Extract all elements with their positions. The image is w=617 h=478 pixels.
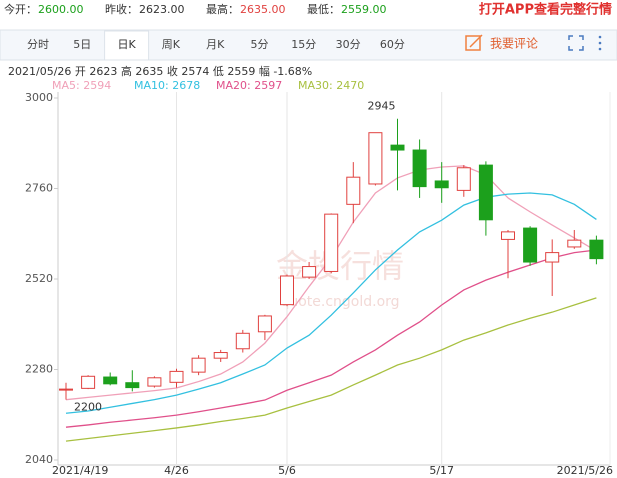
x-tick-label: 5/17 (429, 464, 454, 477)
candle-body (125, 382, 140, 389)
ma-line (65, 297, 597, 442)
min-annotation: 2200 (74, 401, 102, 414)
menu-icon[interactable] (598, 35, 602, 51)
info-line: 2021/05/26 开 2623 高 2635 收 2574 低 2559 幅… (8, 64, 312, 78)
watermark: quote.cngold.org (280, 294, 399, 310)
menu-dot (598, 35, 602, 39)
candle-body (59, 388, 73, 391)
max-annotation: 2945 (368, 100, 396, 113)
quote-value: 2559.00 (341, 3, 387, 16)
candle-body (213, 352, 228, 359)
candle-body (191, 357, 206, 373)
comment-button[interactable]: 我要评论 (465, 34, 538, 51)
candle-body (456, 167, 471, 191)
tab-label: 30分 (336, 38, 361, 51)
tab-label: 分时 (27, 38, 49, 51)
tab[interactable]: 15分 (291, 38, 316, 51)
y-tick-label: 2760 (25, 182, 53, 195)
tab[interactable]: 周K (162, 38, 181, 51)
tab[interactable]: 5分 (251, 38, 269, 51)
y-tick-label: 2520 (25, 272, 53, 285)
fullscreen-icon[interactable] (568, 35, 584, 51)
candle-body (390, 144, 405, 151)
legend-item: MA30: 2470 (298, 79, 364, 92)
tab[interactable]: 日K (104, 30, 150, 61)
tab[interactable]: 30分 (336, 38, 361, 51)
quote-label: 最高： (206, 2, 239, 16)
quote-value: 2623.00 (139, 3, 185, 16)
ma-line (65, 192, 597, 414)
tab-label: 周K (162, 38, 181, 51)
tab-selected (104, 30, 150, 61)
legend-item: MA20: 2597 (216, 79, 282, 92)
tab-bar (0, 29, 617, 61)
quote-value: 2600.00 (38, 3, 84, 16)
candle-body (169, 370, 184, 383)
candle-body (302, 266, 317, 278)
tab[interactable]: 5日 (73, 38, 91, 51)
tab-label: 5日 (73, 38, 91, 51)
candle-body (324, 213, 339, 272)
tab-label: 15分 (291, 38, 316, 51)
candle-body (523, 227, 538, 263)
x-tick-label: 2021/4/19 (52, 464, 108, 477)
y-tick-label: 2280 (25, 363, 53, 376)
candle-body (412, 149, 427, 188)
candle-body (434, 180, 449, 189)
y-tick-label: 2040 (25, 453, 53, 466)
candle-body (280, 275, 294, 306)
menu-dot (598, 41, 602, 45)
quote-value: 2635.00 (240, 3, 286, 16)
tab-label: 日K (117, 38, 136, 51)
comment-icon-pen (469, 34, 483, 48)
candle-body (346, 176, 361, 205)
candle-body (81, 375, 96, 389)
menu-dot (598, 47, 602, 51)
legend-item: MA5: 2594 (52, 79, 111, 92)
candle-body (589, 239, 604, 260)
tab[interactable]: 60分 (380, 38, 405, 51)
candle-body (147, 377, 162, 387)
comment-label: 我要评论 (490, 37, 538, 51)
watermark: 金投行情 (276, 247, 404, 285)
x-tick-label: 5/6 (278, 464, 296, 477)
candle-body (567, 239, 582, 248)
y-tick-label: 3000 (25, 91, 53, 104)
fullscreen-glyph (568, 35, 584, 51)
quote-label: 昨收： (105, 2, 138, 16)
candle-body (235, 332, 250, 350)
tab-label: 5分 (251, 38, 269, 51)
comment-icon (465, 35, 481, 51)
tab-label: 60分 (380, 38, 405, 51)
app-link[interactable]: 打开APP查看完整行情 (479, 2, 612, 18)
x-tick-label: 2021/5/26 (557, 464, 613, 477)
candle-body (368, 132, 383, 185)
candle-body (501, 231, 515, 240)
tab[interactable]: 月K (206, 38, 225, 51)
quote-label: 最低： (307, 3, 340, 16)
x-tick-label: 4/26 (164, 464, 189, 477)
candle-body (545, 252, 560, 263)
candle-body (103, 376, 118, 385)
tab-label: 月K (206, 38, 225, 51)
candle-body (257, 315, 272, 333)
tab[interactable]: 分时 (27, 38, 49, 51)
quote-label: 今开： (4, 2, 37, 16)
legend-item: MA10: 2678 (134, 79, 200, 92)
candle-body (478, 164, 493, 221)
